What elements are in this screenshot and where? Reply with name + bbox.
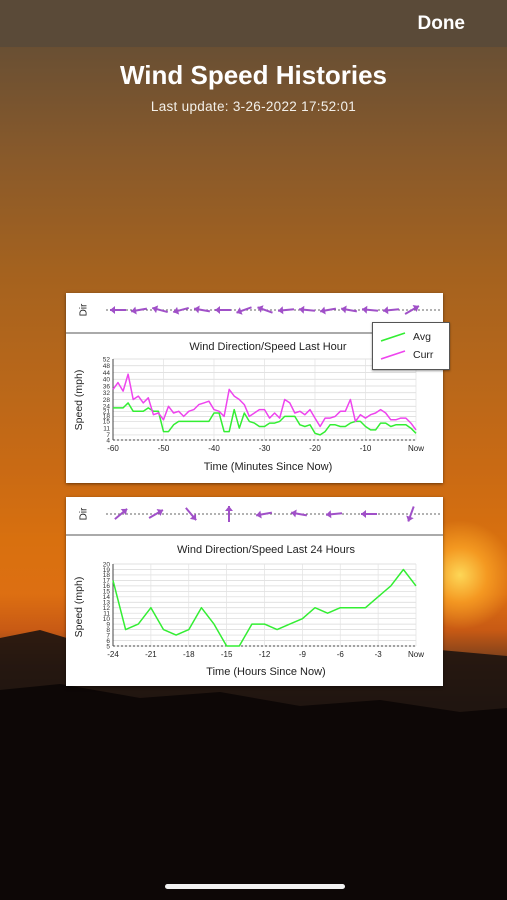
y-tick-label: 16 [103,583,111,590]
y-tick-label: 15 [103,589,111,596]
direction-arrow-icon [325,510,343,519]
x-tick-label: Now [408,650,424,659]
x-tick-label: -6 [337,650,345,659]
direction-arrow-icon [361,305,379,314]
y-tick-label: 28 [103,397,111,404]
last-24-hours-chart: Dir Wind Direction/Speed Last 24 Hours S… [66,506,443,678]
direction-arrow-icon [215,306,231,314]
y-tick-label: 7 [106,432,110,439]
navigation-bar: Done [0,0,507,47]
sunset-silhouette [0,630,507,900]
x-tick-label: -40 [208,444,220,453]
y-tick-label: 14 [103,594,111,601]
y-tick-label: 17 [103,578,111,585]
y-tick-label: 6 [106,638,110,645]
y-tick-label: 48 [103,363,111,370]
y-tick-label: 40 [103,377,111,384]
y-tick-label: 36 [103,383,111,390]
x-tick-label: -3 [375,650,383,659]
done-button[interactable]: Done [417,13,466,34]
speed-series-line [112,568,417,647]
y-tick-label: 8 [106,627,110,634]
direction-arrow-icon [225,506,233,522]
y-tick-label: 10 [103,616,111,623]
y-tick-label: 11 [103,611,110,618]
y-tick-label: 5 [106,643,110,650]
legend: Avg Curr [372,322,450,370]
last-24-hours-panel: Dir Wind Direction/Speed Last 24 Hours S… [66,497,443,686]
direction-arrows [114,506,415,522]
x-tick-label: -50 [158,444,170,453]
direction-arrow-icon [185,507,197,521]
direction-arrow-icon [290,509,308,518]
direction-arrow-icon [255,510,273,519]
direction-arrow-icon [404,305,420,315]
direction-arrow-icon [340,305,358,314]
x-tick-label: -10 [360,444,372,453]
last-hour-chart: Dir Wind Direction/Speed Last Hour Speed… [66,293,443,473]
direction-arrow-icon [277,306,295,315]
direction-arrow-icon [257,305,273,314]
x-tick-label: Now [408,444,424,453]
y-tick-label: 12 [103,605,111,612]
x-tick-label: -9 [299,650,307,659]
chart-title: Wind Direction/Speed Last 24 Hours [177,544,355,556]
avg-series-line [113,402,417,436]
dir-label: Dir [79,507,90,520]
y-axis-label: Speed (mph) [73,577,85,638]
x-axis-label: Time (Hours Since Now) [206,666,325,678]
last-update-text: Last update: 3-26-2022 17:52:01 [150,99,357,114]
legend-avg-label: Avg [413,331,431,343]
direction-arrow-icon [406,506,415,522]
x-axis-label: Time (Minutes Since Now) [204,461,333,473]
direction-arrow-icon [193,305,211,314]
y-tick-label: 20 [103,561,111,568]
x-tick-label: -30 [259,444,271,453]
y-tick-label: 32 [103,390,111,397]
y-tick-label: 9 [106,621,110,628]
x-tick-label: -18 [183,650,195,659]
direction-arrow-icon [110,306,126,314]
direction-arrows [110,305,420,315]
y-tick-label: 44 [103,370,111,377]
y-tick-label: 15 [103,419,111,426]
x-tick-label: -21 [145,650,157,659]
curr-series-line [112,373,417,431]
x-tick-label: -20 [309,444,321,453]
y-tick-label: 21 [103,409,111,416]
y-tick-label: 18 [103,414,111,421]
direction-arrow-icon [130,306,148,315]
x-tick-label: -15 [221,650,233,659]
y-tick-label: 7 [106,632,110,639]
direction-arrow-icon [382,306,400,315]
home-indicator[interactable] [165,884,345,889]
legend-curr-swatch [380,350,406,360]
y-tick-label: 13 [103,600,111,607]
y-tick-label: 19 [103,567,111,574]
direction-arrow-icon [361,510,377,518]
legend-curr-label: Curr [413,349,434,361]
direction-arrow-icon [319,306,337,315]
direction-arrow-icon [148,509,164,519]
chart-title: Wind Direction/Speed Last Hour [189,341,346,353]
x-tick-label: -24 [107,650,119,659]
legend-avg-swatch [380,332,406,342]
direction-arrow-icon [173,306,189,315]
y-tick-label: 18 [103,572,111,579]
x-tick-label: -12 [259,650,271,659]
y-tick-label: 11 [103,425,110,432]
x-tick-label: -60 [107,444,119,453]
page-title: Wind Speed Histories [119,60,388,90]
y-tick-label: 24 [103,404,111,411]
y-tick-label: 4 [106,437,110,444]
dir-label: Dir [79,303,90,316]
direction-arrow-icon [298,305,316,314]
direction-arrow-icon [114,508,128,520]
y-axis-label: Speed (mph) [73,370,85,431]
direction-arrow-icon [236,306,252,315]
y-tick-label: 52 [103,356,111,363]
direction-arrow-icon [152,305,168,314]
